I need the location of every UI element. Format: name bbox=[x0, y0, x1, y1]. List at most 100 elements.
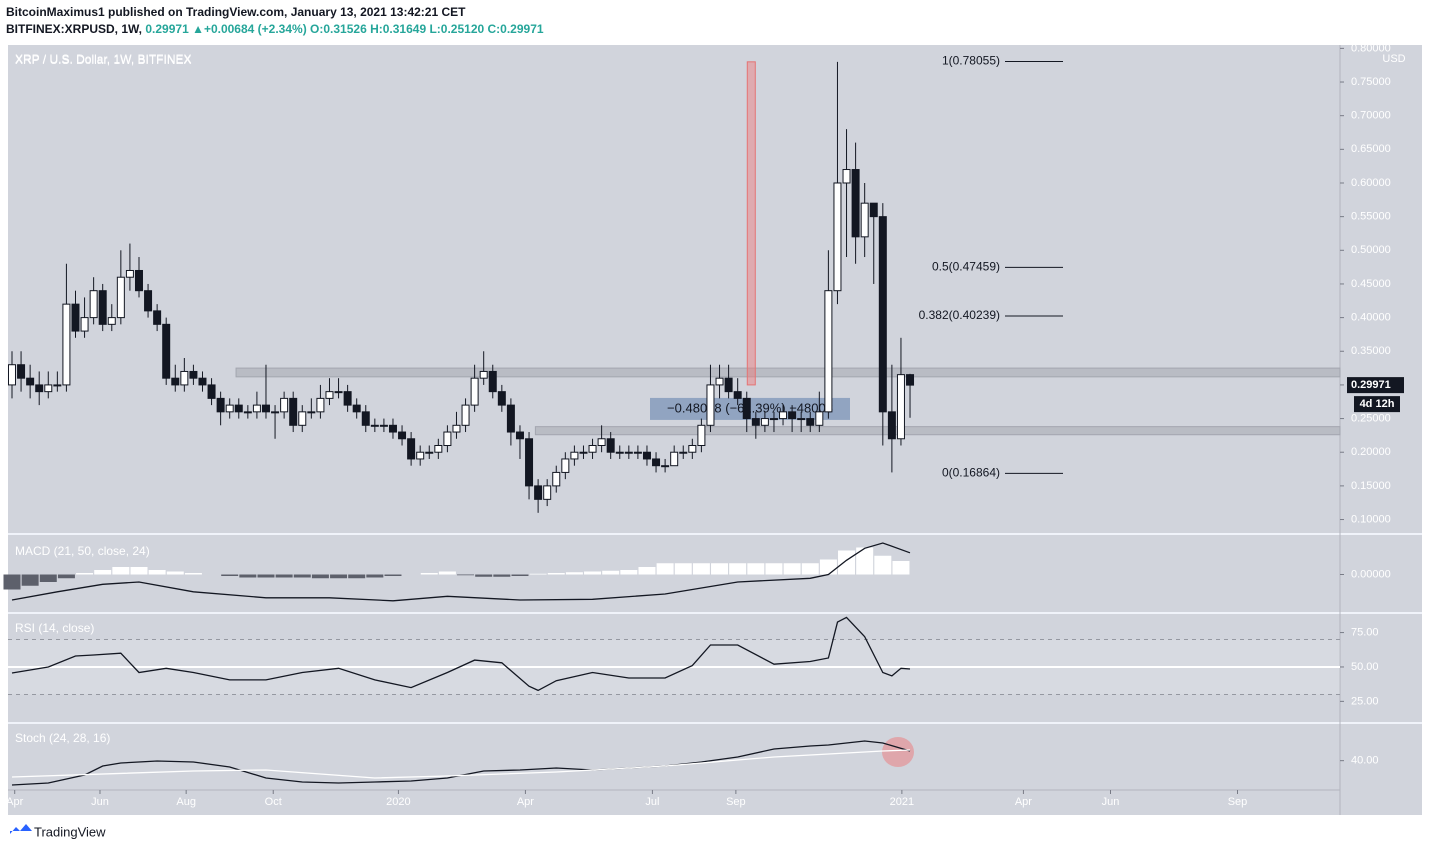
candle-body bbox=[153, 310, 162, 325]
candle-body bbox=[53, 384, 62, 387]
x-tick-label: Aug bbox=[176, 796, 196, 808]
histogram-bar bbox=[819, 559, 837, 575]
candle-body bbox=[552, 471, 561, 487]
histogram-bar bbox=[838, 550, 856, 575]
candle-body bbox=[488, 370, 497, 393]
candle-body bbox=[697, 424, 706, 446]
candle-body bbox=[325, 391, 334, 399]
histogram-bar bbox=[148, 570, 166, 575]
histogram-bar bbox=[711, 563, 729, 575]
candle-body bbox=[515, 431, 524, 440]
histogram-bar bbox=[257, 574, 275, 578]
candle-body bbox=[661, 465, 670, 468]
candle-body bbox=[869, 202, 878, 218]
candle-body bbox=[334, 391, 343, 394]
zone bbox=[534, 426, 1341, 436]
candle-body bbox=[751, 418, 760, 426]
candle-body bbox=[769, 418, 778, 421]
candle-body bbox=[633, 451, 642, 454]
histogram-bar bbox=[765, 563, 783, 575]
stoch-line bbox=[11, 740, 911, 786]
y-tick-label: 40.00 bbox=[1351, 755, 1379, 767]
price-tag-label: 0.29971 bbox=[1351, 379, 1391, 391]
candle-body bbox=[906, 374, 915, 386]
candle-body bbox=[842, 169, 851, 184]
candle-body bbox=[497, 391, 506, 406]
y-tick-label: 0.65000 bbox=[1351, 143, 1391, 155]
candle-body bbox=[706, 384, 715, 426]
y-tick-label: 0.45000 bbox=[1351, 278, 1391, 290]
candle-body bbox=[35, 384, 44, 393]
histogram-bar bbox=[438, 571, 456, 575]
histogram-bar bbox=[856, 547, 874, 575]
candle-body bbox=[642, 451, 651, 460]
candle-body bbox=[742, 397, 751, 420]
candle-body bbox=[361, 411, 370, 426]
candle-body bbox=[234, 404, 243, 413]
candle-body bbox=[307, 411, 316, 414]
candle-body bbox=[80, 317, 89, 332]
candle-body bbox=[597, 438, 606, 446]
candle-body bbox=[89, 290, 98, 319]
x-tick-label: Sep bbox=[726, 796, 746, 808]
highlight-ellipse bbox=[882, 737, 914, 767]
histogram-bar bbox=[112, 567, 130, 575]
candle-body bbox=[388, 424, 397, 433]
symbol-line: BITFINEX:XRPUSD, 1W, 0.29971 ▲+0.00684 (… bbox=[6, 22, 544, 36]
histogram-bar bbox=[493, 574, 511, 577]
pane-title: XRP / U.S. Dollar, 1W, BITFINEX bbox=[15, 52, 192, 66]
histogram-bar bbox=[602, 570, 620, 575]
candle-body bbox=[543, 485, 552, 500]
y-tick-label: 0.25000 bbox=[1351, 412, 1391, 424]
symbol: BITFINEX:XRPUSD, 1W, bbox=[6, 22, 142, 36]
candle-body bbox=[216, 397, 225, 413]
candle-body bbox=[352, 404, 361, 413]
histogram-bar bbox=[384, 574, 402, 576]
fib-label: 0.382(0.40239) bbox=[919, 308, 1000, 322]
candle-body bbox=[525, 438, 534, 487]
candle-body bbox=[162, 323, 171, 379]
candle-body bbox=[116, 276, 125, 319]
candle-body bbox=[98, 290, 107, 325]
candle-body bbox=[271, 411, 280, 414]
y-tick-label: 0.35000 bbox=[1351, 345, 1391, 357]
y-tick-label: 75.00 bbox=[1351, 626, 1379, 638]
histogram-bar bbox=[221, 574, 239, 576]
candle-body bbox=[398, 431, 407, 440]
countdown-label: 4d 12h bbox=[1360, 398, 1395, 410]
y-tick-label: 25.00 bbox=[1351, 695, 1379, 707]
candle-body bbox=[806, 418, 815, 426]
y-tick-label: 0.20000 bbox=[1351, 446, 1391, 458]
y-tick-label: 50.00 bbox=[1351, 661, 1379, 673]
y-tick-label: 0.80000 bbox=[1351, 42, 1391, 54]
candle-body bbox=[379, 424, 388, 427]
candle-body bbox=[407, 438, 416, 460]
candle-body bbox=[579, 451, 588, 454]
histogram-bar bbox=[94, 570, 112, 575]
histogram-bar bbox=[729, 563, 747, 575]
histogram-bar bbox=[801, 563, 819, 575]
x-tick-label: 2020 bbox=[386, 796, 410, 808]
candle-body bbox=[452, 424, 461, 433]
x-tick-label: Jul bbox=[645, 796, 659, 808]
candle-body bbox=[7, 364, 16, 386]
candle-body bbox=[470, 377, 479, 406]
histogram-bar bbox=[239, 574, 257, 578]
candle-body bbox=[797, 418, 806, 421]
change: 0.29971 ▲+0.00684 (+2.34%) bbox=[145, 22, 306, 36]
candle-body bbox=[252, 404, 261, 413]
candle-body bbox=[860, 202, 869, 238]
candle-body bbox=[670, 451, 679, 467]
macd-line bbox=[11, 542, 911, 602]
candle-body bbox=[225, 404, 234, 413]
price-tag bbox=[1347, 377, 1404, 394]
candle-body bbox=[44, 384, 53, 393]
fib-label: 1(0.78055) bbox=[942, 54, 1000, 68]
histogram-bar bbox=[57, 574, 75, 579]
ohlc: O:0.31526 H:0.31649 L:0.25120 C:0.29971 bbox=[310, 22, 544, 36]
histogram-bar bbox=[874, 555, 892, 575]
histogram-bar bbox=[275, 574, 293, 578]
candle-body bbox=[479, 370, 488, 379]
histogram-bar bbox=[39, 574, 57, 582]
